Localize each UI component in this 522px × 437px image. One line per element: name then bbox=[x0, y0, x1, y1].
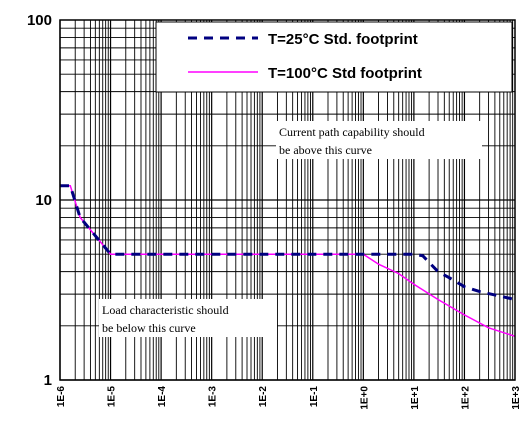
plot-border bbox=[59, 19, 516, 381]
x-tick-label: 1E-2 bbox=[258, 386, 269, 408]
x-tick-label: 1E+1 bbox=[410, 386, 421, 410]
annotation-lower-box bbox=[99, 299, 277, 337]
x-tick-label: 1E-1 bbox=[309, 386, 320, 408]
y-tick-label: 100 bbox=[27, 12, 52, 29]
legend-label-25c: T=25°C Std. footprint bbox=[268, 31, 418, 48]
annotation-upper: Current path capability should be above … bbox=[276, 121, 482, 159]
annotation-upper-line-2: be above this curve bbox=[279, 143, 372, 157]
annotation-lower: Load characteristic should be below this… bbox=[99, 299, 277, 337]
annotation-lower-line-2: be below this curve bbox=[102, 321, 196, 335]
series-line-25c bbox=[60, 184, 516, 301]
x-tick-label: 1E+3 bbox=[511, 386, 522, 410]
y-tick-labels: 1 10 100 bbox=[27, 12, 52, 389]
legend-label-100c: T=100°C Std footprint bbox=[268, 65, 422, 82]
x-tick-label: 1E-6 bbox=[56, 386, 67, 408]
series-line-100c bbox=[60, 184, 516, 338]
x-tick-label: 1E+0 bbox=[359, 386, 370, 410]
annotation-upper-box bbox=[276, 121, 482, 159]
x-tick-labels: 1E-6 1E-5 1E-4 1E-3 1E-2 1E-1 1E+0 1E+1 1E+2 1E+3 bbox=[56, 386, 522, 410]
annotation-upper-line-1: Current path capability should bbox=[279, 125, 425, 139]
legend: T=25°C Std. footprint T=100°C Std footpr… bbox=[155, 21, 513, 93]
y-tick-label: 10 bbox=[35, 192, 52, 209]
legend-box bbox=[155, 21, 513, 93]
annotation-lower-line-1: Load characteristic should bbox=[102, 303, 229, 317]
y-tick-label: 1 bbox=[44, 372, 52, 389]
x-tick-label: 1E+2 bbox=[460, 386, 471, 410]
x-tick-label: 1E-3 bbox=[208, 386, 219, 408]
x-tick-label: 1E-4 bbox=[157, 386, 168, 408]
series-lines bbox=[60, 184, 516, 338]
x-tick-label: 1E-5 bbox=[107, 386, 118, 408]
